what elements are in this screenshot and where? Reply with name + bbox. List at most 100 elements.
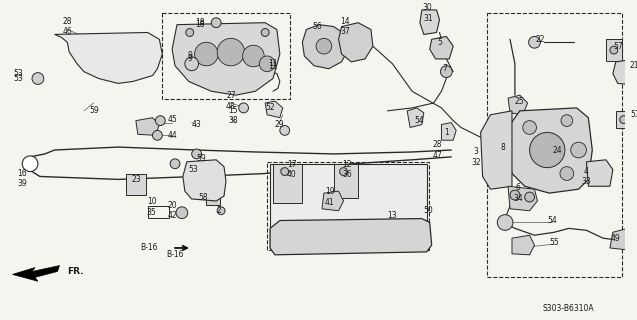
Text: 58: 58 bbox=[199, 193, 208, 202]
Text: 24: 24 bbox=[552, 146, 562, 155]
Bar bbox=[126, 173, 146, 195]
Text: 23: 23 bbox=[131, 175, 141, 184]
Text: 59: 59 bbox=[89, 106, 99, 115]
Text: 50: 50 bbox=[424, 206, 434, 215]
Circle shape bbox=[195, 42, 218, 66]
Bar bbox=[319, 225, 343, 247]
Text: 52: 52 bbox=[265, 103, 275, 112]
Text: 3
32: 3 32 bbox=[471, 147, 480, 167]
Circle shape bbox=[211, 18, 221, 28]
Polygon shape bbox=[512, 235, 534, 255]
Circle shape bbox=[561, 115, 573, 126]
Polygon shape bbox=[13, 266, 59, 281]
Bar bbox=[606, 39, 622, 61]
Circle shape bbox=[316, 38, 332, 54]
Circle shape bbox=[525, 192, 534, 202]
Circle shape bbox=[176, 207, 188, 219]
Text: 51: 51 bbox=[631, 110, 637, 119]
Polygon shape bbox=[420, 10, 440, 35]
Text: 15
38: 15 38 bbox=[228, 106, 238, 125]
Polygon shape bbox=[55, 33, 162, 84]
Polygon shape bbox=[587, 160, 613, 186]
Text: 45: 45 bbox=[168, 115, 177, 124]
Polygon shape bbox=[270, 219, 432, 255]
Bar bbox=[148, 206, 169, 218]
Text: 27
48: 27 48 bbox=[226, 91, 236, 111]
Polygon shape bbox=[481, 111, 512, 189]
Polygon shape bbox=[508, 95, 527, 115]
Bar bbox=[273, 164, 303, 203]
Circle shape bbox=[243, 45, 264, 67]
Text: B-16: B-16 bbox=[166, 250, 184, 259]
Text: 6
34: 6 34 bbox=[513, 183, 523, 203]
Text: 19
41: 19 41 bbox=[325, 187, 334, 207]
Circle shape bbox=[261, 28, 269, 36]
Text: 18: 18 bbox=[195, 18, 204, 27]
Bar bbox=[162, 13, 290, 99]
Circle shape bbox=[620, 116, 627, 124]
Text: 49: 49 bbox=[611, 234, 620, 243]
Polygon shape bbox=[339, 23, 373, 62]
Circle shape bbox=[185, 57, 199, 71]
Circle shape bbox=[529, 36, 540, 48]
Circle shape bbox=[281, 168, 289, 175]
Circle shape bbox=[217, 207, 225, 215]
Bar bbox=[267, 162, 429, 250]
Text: 9: 9 bbox=[187, 52, 192, 60]
Polygon shape bbox=[172, 23, 280, 95]
Polygon shape bbox=[610, 228, 633, 250]
Text: 8: 8 bbox=[501, 143, 506, 152]
Circle shape bbox=[560, 167, 574, 180]
Text: 13: 13 bbox=[388, 211, 397, 220]
Text: 9: 9 bbox=[187, 54, 192, 63]
Text: 25: 25 bbox=[515, 97, 525, 106]
Text: 28
47: 28 47 bbox=[433, 140, 443, 160]
Polygon shape bbox=[508, 108, 592, 193]
Bar bbox=[206, 193, 220, 205]
Polygon shape bbox=[407, 108, 424, 127]
Circle shape bbox=[239, 103, 248, 113]
Polygon shape bbox=[441, 123, 456, 140]
Polygon shape bbox=[303, 25, 348, 69]
Text: 4
33: 4 33 bbox=[582, 167, 591, 186]
Text: 16
39: 16 39 bbox=[17, 169, 27, 188]
Polygon shape bbox=[265, 101, 283, 118]
Polygon shape bbox=[322, 191, 343, 211]
Bar bbox=[290, 225, 313, 247]
Text: 17
40: 17 40 bbox=[287, 160, 296, 179]
Circle shape bbox=[280, 125, 290, 135]
Circle shape bbox=[155, 116, 165, 125]
Text: 53: 53 bbox=[189, 165, 199, 174]
Text: 54: 54 bbox=[414, 116, 424, 125]
Circle shape bbox=[571, 142, 587, 158]
Circle shape bbox=[610, 46, 618, 54]
Circle shape bbox=[186, 28, 194, 36]
Circle shape bbox=[259, 56, 275, 72]
Polygon shape bbox=[136, 118, 159, 135]
Bar bbox=[378, 225, 401, 247]
Text: 22: 22 bbox=[536, 35, 545, 44]
Circle shape bbox=[523, 121, 536, 134]
Circle shape bbox=[340, 168, 347, 175]
Circle shape bbox=[32, 73, 44, 84]
Text: 57: 57 bbox=[613, 42, 622, 51]
Bar bbox=[270, 164, 427, 247]
Polygon shape bbox=[430, 36, 453, 59]
Circle shape bbox=[192, 149, 201, 159]
Text: 5: 5 bbox=[437, 38, 442, 47]
Bar bbox=[334, 164, 358, 198]
Text: 10
35: 10 35 bbox=[147, 197, 157, 217]
Text: 11: 11 bbox=[268, 59, 278, 68]
Circle shape bbox=[217, 38, 245, 66]
Text: 18: 18 bbox=[195, 20, 204, 29]
Text: 44: 44 bbox=[168, 131, 177, 140]
Text: 14
37: 14 37 bbox=[341, 17, 350, 36]
Circle shape bbox=[22, 156, 38, 172]
Text: 29: 29 bbox=[274, 120, 283, 129]
Text: 21: 21 bbox=[629, 61, 637, 70]
Text: 11: 11 bbox=[268, 62, 278, 71]
Circle shape bbox=[440, 66, 452, 77]
Text: 2: 2 bbox=[217, 206, 222, 215]
Polygon shape bbox=[613, 59, 637, 85]
Text: 12
36: 12 36 bbox=[343, 160, 352, 179]
